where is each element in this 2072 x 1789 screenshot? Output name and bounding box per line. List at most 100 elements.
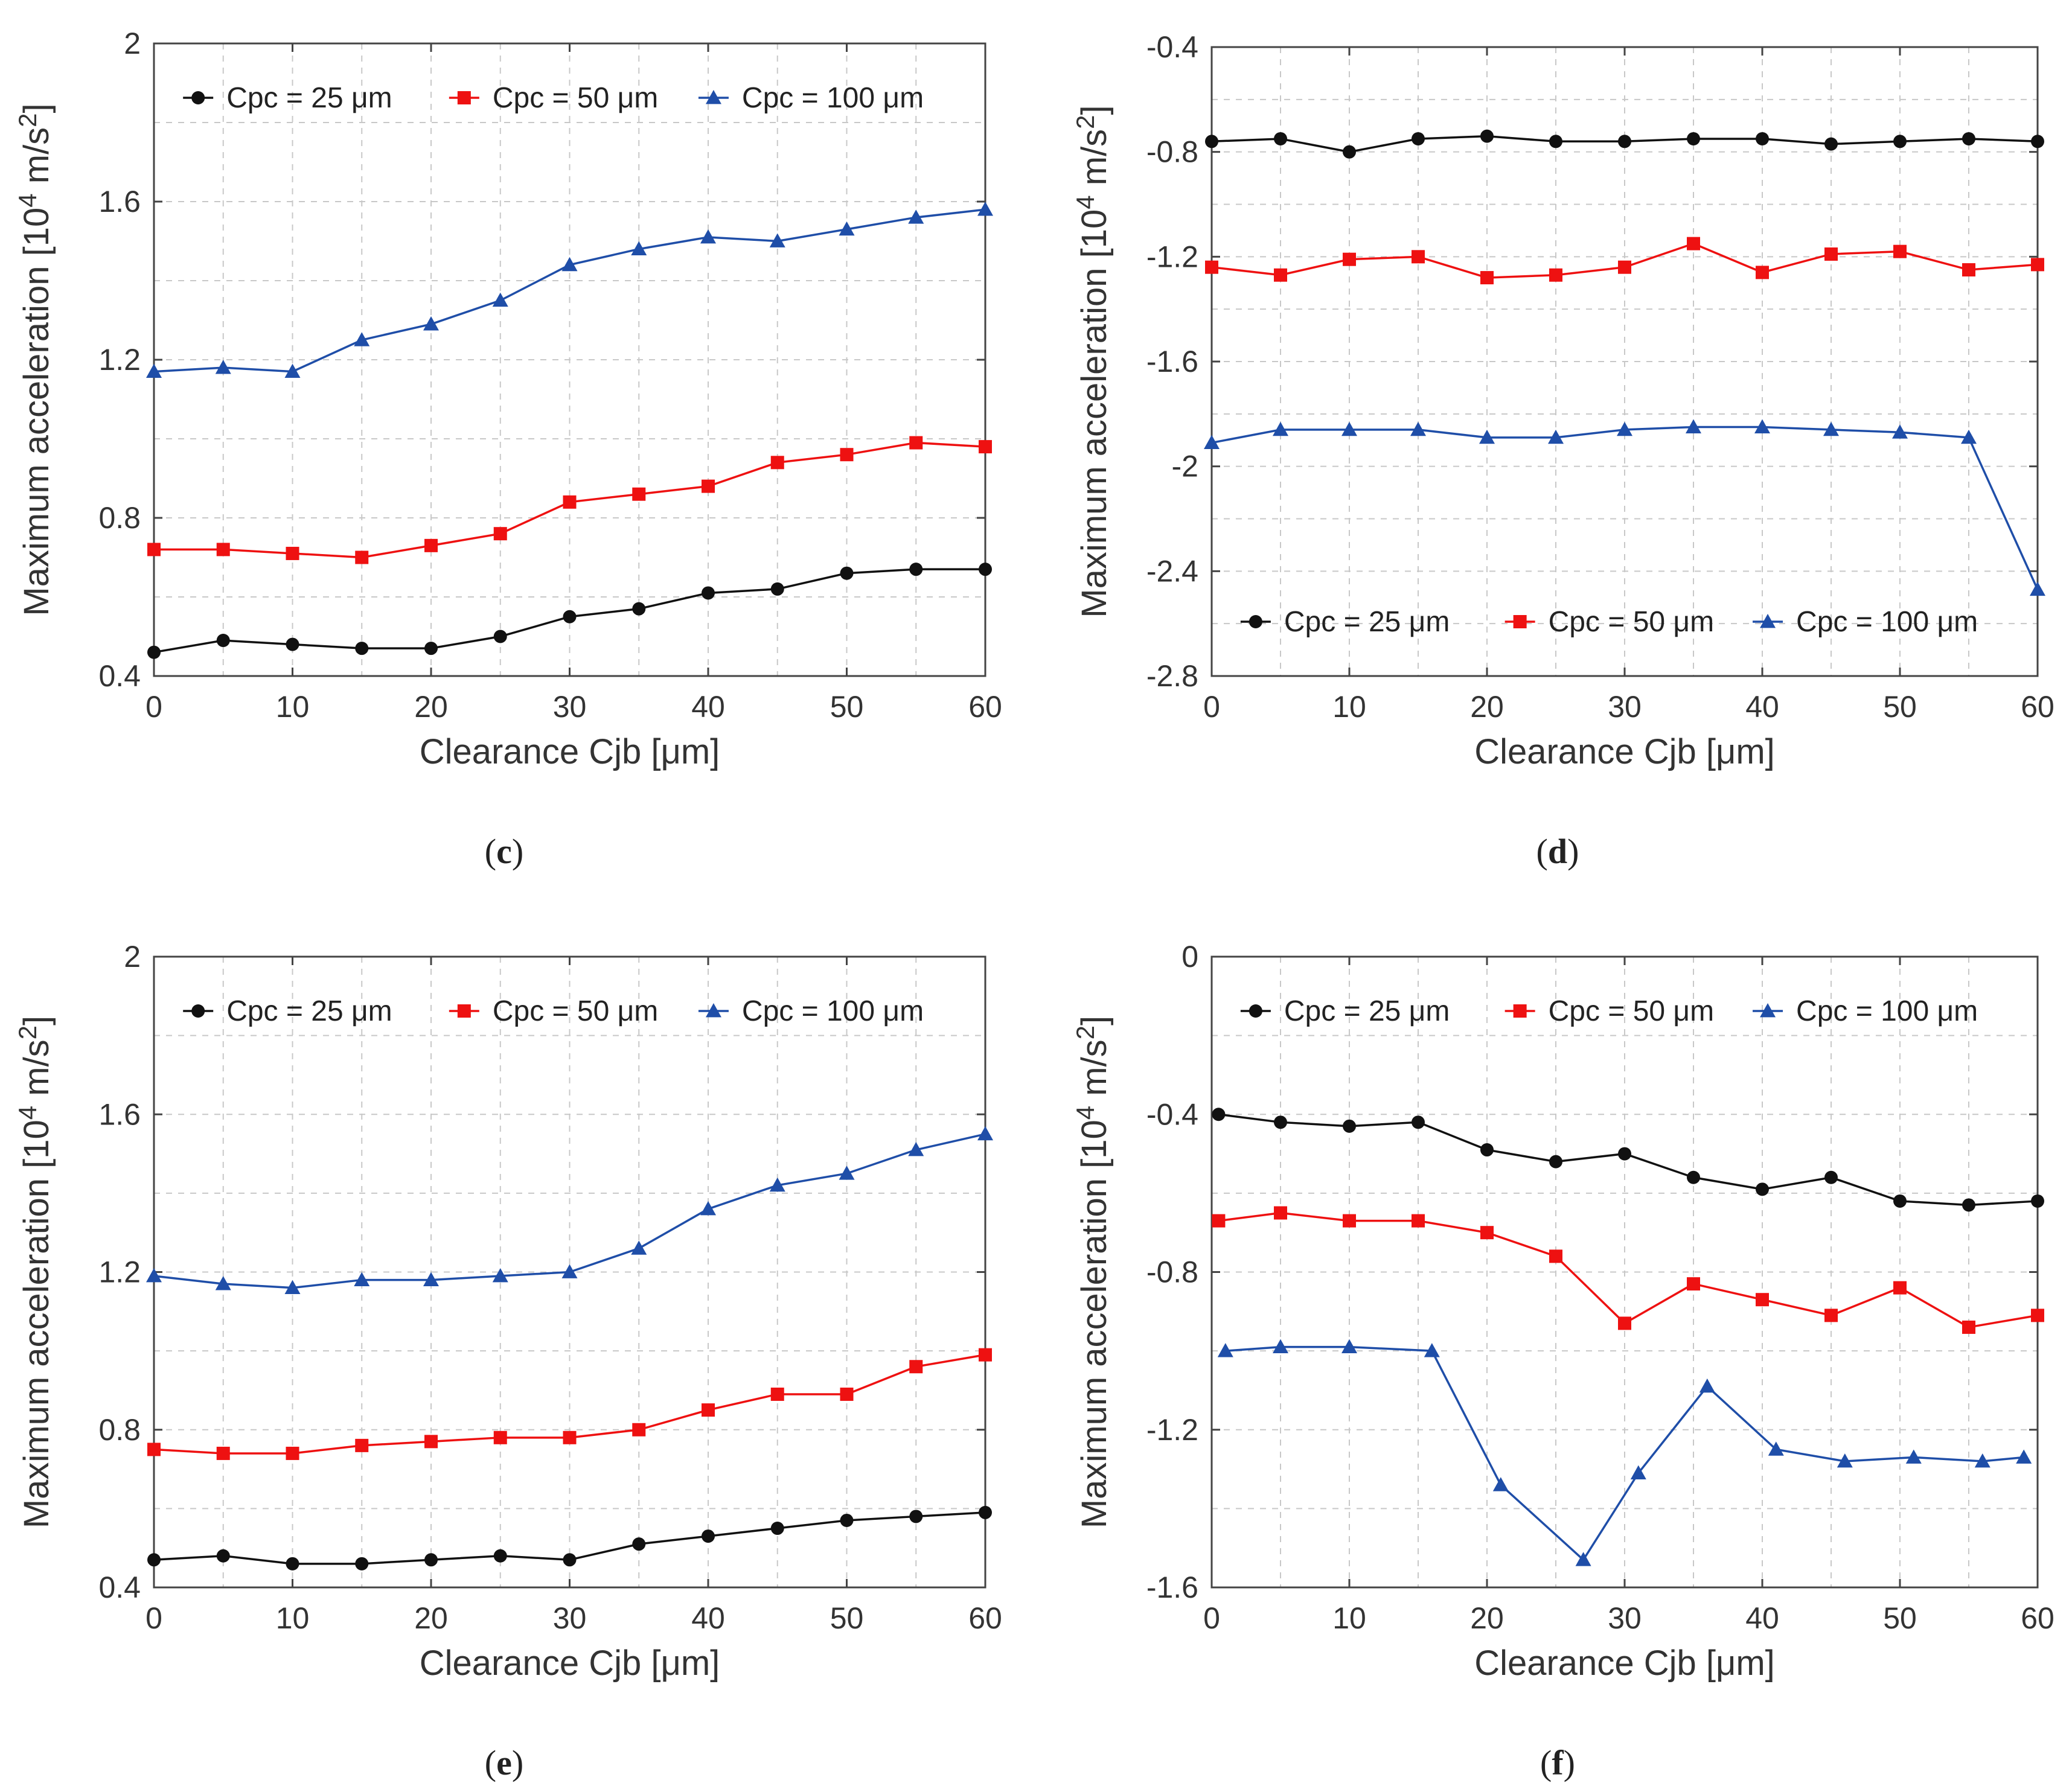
y-tick-label: -1.6 bbox=[1146, 1571, 1198, 1604]
data-point bbox=[146, 1268, 162, 1283]
data-point bbox=[355, 1557, 369, 1571]
data-point bbox=[354, 1272, 370, 1286]
y-tick-label: -0.8 bbox=[1146, 135, 1198, 169]
x-tick-label: 40 bbox=[1745, 1601, 1779, 1635]
data-point bbox=[1768, 1441, 1784, 1456]
x-tick-label: 60 bbox=[2021, 1601, 2054, 1635]
data-point bbox=[1893, 244, 1907, 258]
y-tick-label: -0.4 bbox=[1146, 30, 1198, 64]
legend-marker bbox=[705, 1003, 721, 1018]
x-tick-label: 30 bbox=[1608, 1601, 1642, 1635]
series-triangle bbox=[146, 202, 993, 378]
data-point bbox=[286, 1557, 299, 1571]
data-point bbox=[1480, 1226, 1494, 1240]
legend-marker bbox=[191, 91, 205, 104]
x-tick-label: 60 bbox=[968, 690, 1002, 724]
data-point bbox=[1480, 1143, 1494, 1157]
data-point bbox=[770, 456, 784, 470]
data-point bbox=[1424, 1343, 1440, 1357]
grid bbox=[1212, 47, 2038, 676]
y-tick-label: -0.8 bbox=[1146, 1255, 1198, 1289]
data-point bbox=[1212, 1108, 1226, 1121]
data-point bbox=[216, 1549, 230, 1563]
legend-label: Cpc = 25 μm bbox=[226, 995, 392, 1027]
data-point bbox=[1687, 1277, 1700, 1291]
data-point bbox=[563, 610, 577, 623]
data-point bbox=[2031, 135, 2044, 148]
legend-marker bbox=[1513, 615, 1527, 628]
data-point bbox=[632, 487, 646, 501]
data-point bbox=[769, 1177, 785, 1192]
panel-caption: (d) bbox=[1536, 832, 1579, 871]
x-tick-label: 0 bbox=[145, 1601, 162, 1635]
data-point bbox=[1892, 424, 1908, 439]
data-point bbox=[1699, 1378, 1715, 1393]
data-point bbox=[632, 602, 646, 616]
data-point bbox=[493, 1549, 507, 1563]
y-tick-label: -1.2 bbox=[1146, 1413, 1198, 1447]
data-point bbox=[632, 1423, 646, 1437]
caption-letter: d bbox=[1548, 832, 1567, 871]
x-tick-label: 10 bbox=[1332, 690, 1366, 724]
data-point bbox=[1412, 250, 1425, 264]
x-tick-label: 20 bbox=[1470, 690, 1504, 724]
data-point bbox=[284, 1280, 301, 1295]
series-circle bbox=[147, 1505, 992, 1571]
data-point bbox=[839, 221, 855, 236]
data-point bbox=[2031, 1194, 2044, 1208]
data-point bbox=[1824, 1309, 1838, 1322]
panel-e: 0 10 20 30 40 50 60 0.4 0.8 1.2 1.6 2 Clearance Cjb … bbox=[13, 940, 1002, 1782]
data-point bbox=[563, 1553, 577, 1567]
y-tick-label: 0 bbox=[1181, 940, 1198, 974]
data-point bbox=[631, 241, 647, 255]
x-tick-label: 40 bbox=[691, 690, 725, 724]
data-point bbox=[1618, 135, 1631, 148]
y-axis-title-part: Maximum acceleration [10 bbox=[17, 1120, 56, 1528]
data-point bbox=[632, 1537, 646, 1551]
data-point bbox=[1630, 1465, 1646, 1479]
data-point bbox=[1756, 1182, 1769, 1196]
panel-c: 0 10 20 30 40 50 60 0.4 0.8 1.2 1.6 2 Clearance Cjb … bbox=[13, 27, 1002, 871]
data-point bbox=[769, 233, 785, 247]
data-point bbox=[1343, 252, 1356, 266]
data-point bbox=[2031, 258, 2044, 272]
data-point bbox=[1974, 1453, 1990, 1468]
legend-marker bbox=[191, 1004, 205, 1018]
x-axis-title: Clearance Cjb [μm] bbox=[1474, 1644, 1775, 1683]
grid bbox=[154, 43, 986, 676]
data-point bbox=[146, 363, 162, 378]
data-point bbox=[492, 292, 508, 307]
y-axis-title-part: m/s bbox=[17, 1039, 56, 1106]
caption-paren: ( bbox=[1540, 1743, 1552, 1782]
data-point bbox=[423, 1272, 439, 1286]
y-tick-label: -0.4 bbox=[1146, 1097, 1198, 1131]
x-tick-label: 0 bbox=[1203, 690, 1220, 724]
data-point bbox=[1549, 1249, 1562, 1263]
y-axis-title: Maximum acceleration [104 m/s2] bbox=[13, 1016, 56, 1528]
legend-marker bbox=[1249, 1004, 1262, 1018]
data-point bbox=[1480, 129, 1494, 143]
caption-paren: ( bbox=[485, 832, 496, 871]
data-point bbox=[702, 1529, 715, 1543]
data-point bbox=[286, 546, 299, 560]
data-point bbox=[1687, 132, 1700, 145]
legend: Cpc = 25 μm Cpc = 50 μm Cpc = 100 μm bbox=[1240, 606, 1978, 638]
data-point bbox=[354, 332, 370, 346]
x-tick-label: 20 bbox=[414, 1601, 448, 1635]
legend-label: Cpc = 50 μm bbox=[493, 82, 658, 114]
data-point bbox=[563, 495, 577, 509]
panel-caption: (e) bbox=[485, 1743, 523, 1782]
data-point bbox=[355, 550, 369, 564]
data-point bbox=[979, 563, 992, 576]
legend-marker bbox=[705, 90, 721, 104]
data-point bbox=[424, 538, 438, 552]
data-point bbox=[284, 363, 301, 378]
y-axis-title-part: Maximum acceleration [10 bbox=[17, 208, 56, 616]
data-point bbox=[1410, 421, 1426, 436]
legend-label: Cpc = 100 μm bbox=[742, 82, 924, 114]
data-point bbox=[1893, 1194, 1907, 1208]
series-square bbox=[147, 1348, 992, 1460]
data-point bbox=[979, 1505, 992, 1519]
x-axis-title: Clearance Cjb [μm] bbox=[420, 732, 720, 771]
